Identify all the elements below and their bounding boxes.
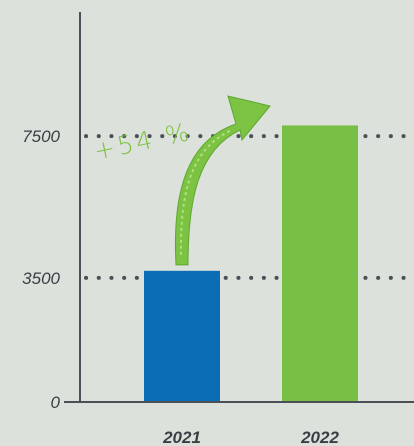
y-tick-label: 3500 bbox=[22, 269, 60, 288]
y-tick-label: 7500 bbox=[22, 127, 60, 146]
bar-2021 bbox=[144, 270, 220, 402]
bars bbox=[144, 125, 358, 403]
curved-arrow-highlight bbox=[179, 129, 233, 255]
gridlines bbox=[84, 134, 414, 280]
growth-annotation: +54 % bbox=[91, 95, 271, 266]
x-category-labels: 2021 2022 bbox=[162, 428, 339, 446]
x-category-label: 2021 bbox=[162, 428, 201, 446]
y-tick-label: 0 bbox=[51, 393, 61, 412]
x-category-label: 2022 bbox=[300, 428, 339, 446]
bar-2022 bbox=[282, 125, 358, 403]
axes bbox=[64, 12, 414, 403]
growth-percentage-label: +54 % bbox=[91, 117, 194, 166]
y-tick-labels: 0 3500 7500 bbox=[22, 127, 60, 412]
curved-arrow-icon bbox=[174, 95, 271, 266]
